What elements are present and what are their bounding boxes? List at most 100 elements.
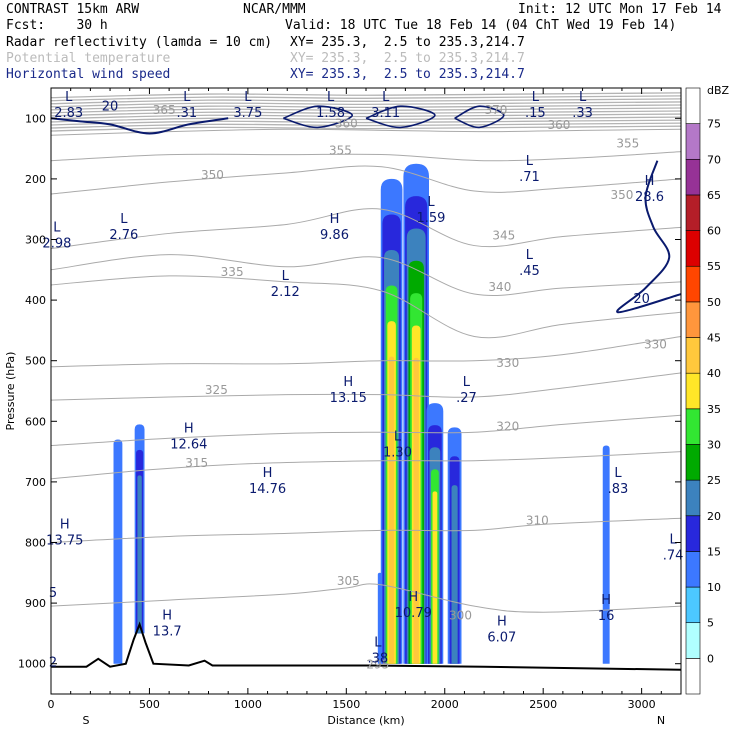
theta-contour-label: 305 xyxy=(337,574,360,588)
wind-extremum-value: 10.79 xyxy=(395,606,432,621)
wind-extremum-type: L xyxy=(374,636,382,651)
x-axis-label: Distance (km) xyxy=(327,714,404,727)
theta-contour-line xyxy=(51,110,681,117)
x-tick-label: 2000 xyxy=(431,698,459,711)
reflectivity-layer xyxy=(113,163,610,664)
colorbar-tick-label: 75 xyxy=(707,118,721,131)
wind-extremum-type: L xyxy=(532,90,540,105)
wind-extremum-type: L xyxy=(463,375,471,390)
colorbar-tick-label: 70 xyxy=(707,153,721,166)
wind-extremum-type: H xyxy=(263,466,273,481)
theta-contour-line xyxy=(51,372,681,401)
theta-contour-line xyxy=(51,101,681,108)
header-fcst: Fcst: 30 h xyxy=(6,18,108,33)
wind-extremum-type: L xyxy=(282,269,290,284)
wind-extremum-value: 2.76 xyxy=(109,228,138,243)
reflectivity-cell xyxy=(413,357,419,664)
theta-contour-layer xyxy=(51,92,681,613)
wind-extremum-value: 13.7 xyxy=(153,624,182,639)
theta-contour-label: 350 xyxy=(610,188,633,202)
colorbar-swatch xyxy=(685,479,701,517)
theta-contour-line xyxy=(51,107,681,114)
theta-contour-label: 360 xyxy=(335,116,358,130)
colorbar-swatch xyxy=(685,230,701,267)
reflectivity-cell xyxy=(137,475,142,634)
colorbar-tick-label: 55 xyxy=(707,260,721,273)
theta-contour-line xyxy=(51,583,681,613)
theta-contour-label: 295 xyxy=(366,658,389,672)
wind-extremum-value: 16 xyxy=(598,609,615,624)
y-tick-label: 600 xyxy=(25,415,46,428)
axes-layer: 0 500 1000 1500 2000 2500 3000 100 200 300 400 500 6… xyxy=(18,88,682,711)
wind-extremum-type: L xyxy=(526,154,534,169)
colorbar-tick-label: 60 xyxy=(707,225,721,238)
theta-contour-label: 335 xyxy=(221,265,244,279)
wind-extremum-value: 3.75 xyxy=(233,106,262,121)
y-tick-label: 500 xyxy=(25,355,46,368)
wind-extremum-value: .38 xyxy=(367,652,388,667)
theta-contour-label: 360 xyxy=(547,118,570,132)
wind-extremum-value: 13.15 xyxy=(330,391,367,406)
header-field3-xy: XY= 235.3, 2.5 to 235.3,214.7 xyxy=(290,67,525,82)
header-field2-xy: XY= 235.3, 2.5 to 235.3,214.7 xyxy=(290,51,525,66)
colorbar-swatch xyxy=(685,337,701,374)
colorbar-swatch xyxy=(685,444,701,481)
wind-extremum-type: L xyxy=(614,466,622,481)
colorbar-swatch xyxy=(685,586,701,624)
header-model: CONTRAST 15km ARW xyxy=(6,2,140,17)
colorbar-tick-label: 0 xyxy=(707,652,714,665)
theta-contour-label: 325 xyxy=(205,383,228,397)
wind-extremum-value: 28.6 xyxy=(635,190,664,205)
colorbar-swatch xyxy=(685,408,701,445)
colorbar: 0 5 10 15 20 25 30 35 40 45 50 55 60 65 70 75 dBZ xyxy=(685,84,730,695)
wind-extremum-value: 6.07 xyxy=(487,630,516,645)
header-valid: Valid: 18 UTC Tue 18 Feb 14 (04 ChT Wed … xyxy=(285,18,677,33)
wind-contour-layer xyxy=(51,105,681,314)
wind-extremum-value: 2.83 xyxy=(54,106,83,121)
wind-extremum-type: L xyxy=(65,90,73,105)
theta-contour-line xyxy=(51,451,681,480)
reflectivity-cell xyxy=(451,485,458,664)
theta-contour-label: 345 xyxy=(492,229,515,243)
wind-extremum-value: .71 xyxy=(519,170,540,185)
header-field1-xy: XY= 235.3, 2.5 to 235.3,214.7 xyxy=(290,35,525,50)
wind-extremum-value: 14.76 xyxy=(249,482,286,497)
theta-contour-label: 355 xyxy=(616,136,639,150)
theta-contour-label: 370 xyxy=(484,103,507,117)
wind-extremum-type: L xyxy=(526,248,534,263)
wind-extremum-value: 2.98 xyxy=(42,237,71,252)
reflectivity-cell xyxy=(113,439,123,664)
theta-contour-line xyxy=(51,208,681,250)
y-tick-label: 400 xyxy=(25,294,46,307)
theta-contour-label: 310 xyxy=(526,513,549,527)
theta-contour-line xyxy=(51,104,681,111)
colorbar-unit-label: dBZ xyxy=(707,84,730,97)
x-axis-south-label: S xyxy=(83,714,90,727)
theta-contour-label: 330 xyxy=(496,356,519,370)
theta-contour-label: 320 xyxy=(496,419,519,433)
wind-extremum-type: L xyxy=(244,90,252,105)
theta-contour-line xyxy=(51,335,681,368)
header-field2: Potential temperature xyxy=(6,51,171,66)
wind-extremum-value: .15 xyxy=(525,106,546,121)
wind-extremum-type: H xyxy=(497,614,507,629)
wind-edge-value: 5 xyxy=(49,586,57,601)
wind-extremum-type: L xyxy=(120,212,128,227)
theta-contour-line xyxy=(51,122,681,129)
wind-contour-label: 20 xyxy=(102,99,119,114)
y-tick-label: 700 xyxy=(25,476,46,489)
wind-extremum-type: H xyxy=(343,375,353,390)
wind-extremum-type: L xyxy=(53,221,61,236)
terrain-layer xyxy=(51,621,681,671)
reflectivity-cell xyxy=(602,445,610,664)
wind-extremum-value: .31 xyxy=(177,106,198,121)
wind-extremum-type: L xyxy=(394,430,402,445)
theta-contour-label: 355 xyxy=(329,144,352,158)
colorbar-tick-label: 35 xyxy=(707,403,721,416)
colorbar-swatch xyxy=(685,658,701,695)
colorbar-tick-label: 30 xyxy=(707,438,721,451)
theta-contour-line xyxy=(51,119,681,126)
reflectivity-cell xyxy=(388,356,395,664)
colorbar-swatch xyxy=(685,551,701,588)
